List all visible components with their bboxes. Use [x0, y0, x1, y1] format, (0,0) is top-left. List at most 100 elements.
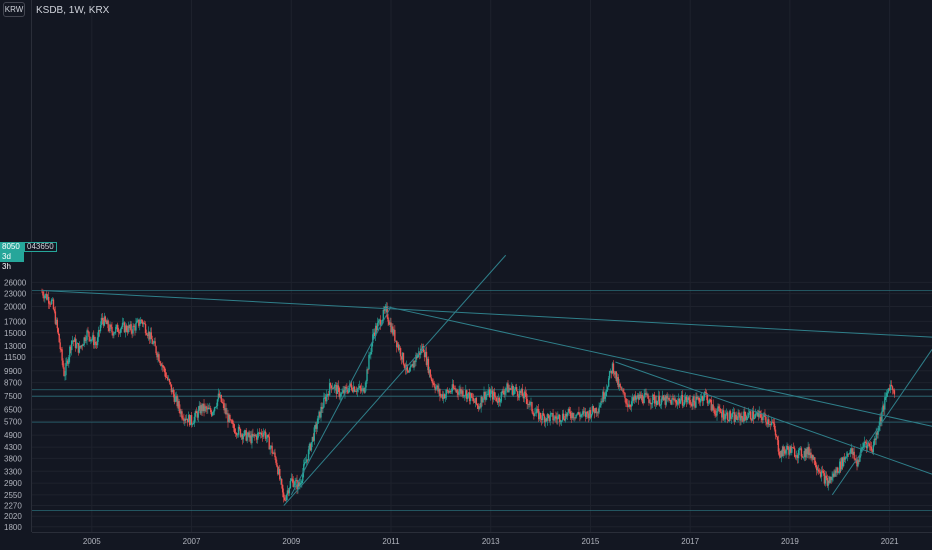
candle-body [592, 406, 595, 412]
candle-body [307, 449, 310, 461]
candle-body [224, 408, 226, 411]
candle-body [175, 395, 177, 397]
candle-body [60, 349, 62, 350]
candle-body [612, 363, 615, 374]
candle-body [203, 403, 205, 411]
candle-body [599, 405, 601, 408]
candle-body [82, 344, 84, 346]
candle-body [407, 370, 409, 373]
candle-body [110, 324, 112, 327]
candle-body [234, 432, 237, 434]
candle-body [670, 399, 672, 405]
candle-body [669, 399, 671, 401]
candle-body [182, 418, 184, 420]
candle-body [251, 433, 253, 444]
candle-body [853, 451, 855, 459]
candle-body [545, 418, 548, 421]
candle-body [587, 413, 590, 419]
candle-body [873, 438, 875, 446]
candle-body [264, 431, 267, 439]
candle-body [475, 397, 478, 404]
candle-body [809, 452, 811, 456]
candle-body [787, 446, 789, 450]
candle-body [676, 402, 678, 405]
last-price-label: 8050 [0, 242, 24, 252]
candle-body [103, 316, 105, 326]
candle-body [194, 411, 197, 417]
candle-body [796, 455, 799, 459]
candle-body [56, 319, 59, 329]
candle-body [434, 386, 436, 390]
trendlines[interactable] [41, 254, 932, 506]
candle-body [319, 411, 321, 418]
candle-body [703, 392, 706, 398]
candle-body [436, 385, 438, 388]
candle-body [248, 432, 250, 438]
candle-body [641, 394, 643, 402]
candle-body [675, 399, 677, 403]
candle-body [116, 324, 118, 328]
candle-body [494, 396, 497, 398]
candle-body [551, 413, 553, 414]
candle-body [113, 333, 115, 336]
candle-body [680, 395, 683, 401]
candle-body [586, 411, 589, 414]
candle-body [466, 390, 468, 399]
candle-body [225, 408, 227, 415]
candle-body [844, 457, 847, 460]
candle-body [602, 391, 604, 403]
candle-body [539, 412, 542, 419]
candle-body [770, 424, 772, 425]
candle-body [308, 443, 311, 450]
candle-body [816, 467, 818, 471]
currency-button[interactable]: KRW [3, 2, 25, 17]
candle-body [722, 410, 724, 418]
candle-body [351, 389, 354, 392]
candle-body [97, 330, 100, 338]
candle-body [331, 388, 334, 389]
candle-body [305, 459, 308, 463]
candle-body [408, 371, 410, 373]
candle-body [784, 450, 786, 454]
candle-body [386, 306, 388, 318]
candle-body [585, 411, 588, 417]
candle-body [704, 392, 707, 393]
candle-body [311, 436, 314, 443]
candle-body [397, 344, 399, 348]
y-tick-label: 15000 [4, 329, 27, 338]
candle-body [368, 355, 370, 370]
x-tick-label: 2013 [482, 537, 500, 546]
candle-body [130, 324, 132, 332]
candle-body [409, 366, 411, 372]
candle-body [54, 311, 57, 324]
trendline [831, 349, 932, 496]
candle-body [888, 388, 891, 390]
candle-body [497, 397, 500, 403]
candle-body [44, 295, 46, 299]
candle-body [283, 497, 286, 501]
candle-body [849, 449, 852, 454]
trendline [385, 305, 932, 427]
candle-body [498, 397, 501, 402]
symbol-title: KSDB, 1W, KRX [36, 5, 110, 16]
candle-body [886, 392, 888, 397]
candle-body [821, 470, 824, 472]
candle-body [448, 391, 451, 393]
candle-body [138, 319, 140, 326]
candle-body [806, 448, 808, 455]
candle-body [685, 396, 688, 403]
candle-body [572, 412, 574, 418]
candle-body [360, 388, 362, 391]
candle-body [327, 394, 330, 396]
candle-body [48, 303, 51, 305]
candle-body [773, 423, 776, 430]
candle-body [506, 383, 508, 389]
candle-body [451, 384, 454, 392]
candle-body [397, 344, 400, 350]
candle-body [525, 393, 527, 399]
candle-body [117, 324, 119, 332]
time-axis[interactable]: 2005 2007 2009 2011 2013 2015 2017 2019 2021 [32, 532, 932, 547]
candle-body [303, 464, 305, 473]
